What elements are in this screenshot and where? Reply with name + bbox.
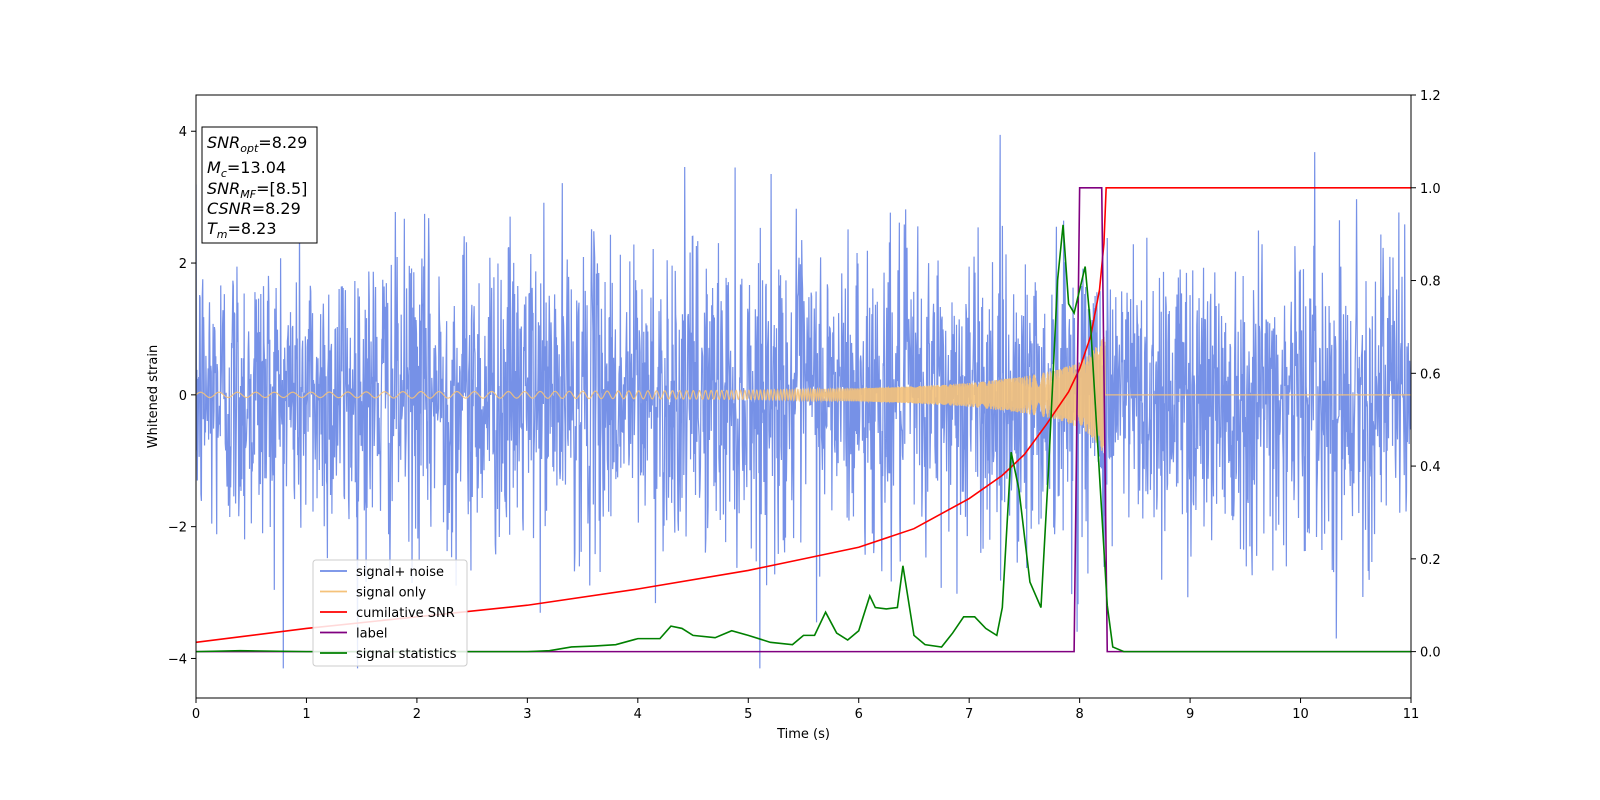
annotation-symbol: CSNR <box>207 199 252 218</box>
annotation-symbol: SNR <box>207 179 240 198</box>
legend: signal+ noise signal only cumilative SNR la… <box>312 559 468 667</box>
y-tick-label-left: −4 <box>168 652 187 667</box>
annotation-value: =[8.5] <box>256 179 307 198</box>
x-tick-label: 7 <box>965 707 973 722</box>
legend-label: signal+ noise <box>356 565 444 580</box>
y-tick-label-left: 2 <box>179 257 187 272</box>
annotation-line: Tm=8.23 <box>207 219 277 241</box>
annotation-symbol: SNR <box>207 133 240 152</box>
y-tick-label-left: −2 <box>168 521 187 536</box>
y-tick-label-right: 0.6 <box>1420 367 1441 382</box>
annotation-line: CSNR=8.29 <box>207 199 301 218</box>
y-tick-label-left: 0 <box>179 389 187 404</box>
annotation-value: =8.23 <box>228 219 277 238</box>
annotation-subscript: MF <box>240 188 256 201</box>
y-tick-label-right: 1.2 <box>1420 89 1441 104</box>
y-tick-label-right: 0.8 <box>1420 275 1441 290</box>
y-axis-label-left: Whitened strain <box>146 345 161 448</box>
y-tick-label-right: 0.4 <box>1420 460 1441 475</box>
annotation-value: =13.04 <box>227 158 286 177</box>
x-tick-label: 10 <box>1292 707 1309 722</box>
annotation-subscript: opt <box>240 142 259 155</box>
annotation-line: Mc=13.04 <box>207 158 286 180</box>
series-signal-only <box>196 336 1411 455</box>
plot-frame <box>195 94 1412 699</box>
stats-annotation-box: SNRopt=8.29Mc=13.04SNRMF=[8.5]CSNR=8.29T… <box>201 126 318 244</box>
y-tick-label-right: 0.0 <box>1420 646 1441 661</box>
series-signal-statistics <box>196 224 1411 653</box>
annotation-subscript: c <box>221 167 227 180</box>
x-tick-label: 0 <box>192 707 200 722</box>
x-tick-label: 1 <box>302 707 310 722</box>
legend-frame <box>312 559 468 667</box>
y-tick-label-left: 4 <box>179 125 187 140</box>
x-axis-label: Time (s) <box>776 727 830 742</box>
x-tick-label: 9 <box>1186 707 1194 722</box>
annotation-line: SNRMF=[8.5] <box>207 179 307 201</box>
annotation-value: =8.29 <box>258 133 307 152</box>
series-signal-noise <box>196 134 1411 669</box>
annotation-value: =8.29 <box>252 199 301 218</box>
legend-label: signal only <box>356 586 426 601</box>
x-tick-label: 2 <box>413 707 421 722</box>
legend-label: signal statistics <box>356 647 457 662</box>
axes: 0 1 2 3 4 5 6 7 8 9 10 11 −4 −2 0 2 4 0.0 0.2 0.4 0.6 0.8 1.0 1… <box>168 89 1441 722</box>
legend-label: cumilative SNR <box>356 606 455 621</box>
plot-area <box>196 134 1411 669</box>
y-tick-label-right: 1.0 <box>1420 182 1441 197</box>
annotation-symbol: M <box>207 158 221 177</box>
annotation-line: SNRopt=8.29 <box>207 133 307 155</box>
y-tick-label-right: 0.2 <box>1420 553 1441 568</box>
x-tick-label: 6 <box>855 707 863 722</box>
x-tick-label: 5 <box>744 707 752 722</box>
annotation-symbol: T <box>207 219 218 238</box>
x-tick-label: 3 <box>523 707 531 722</box>
x-tick-label: 11 <box>1403 707 1420 722</box>
x-tick-label: 8 <box>1075 707 1083 722</box>
series-cumulative-snr <box>196 186 1411 644</box>
legend-label: label <box>356 627 387 642</box>
x-tick-label: 4 <box>634 707 642 722</box>
annotation-subscript: m <box>217 228 228 241</box>
annotation-frame <box>201 126 318 244</box>
